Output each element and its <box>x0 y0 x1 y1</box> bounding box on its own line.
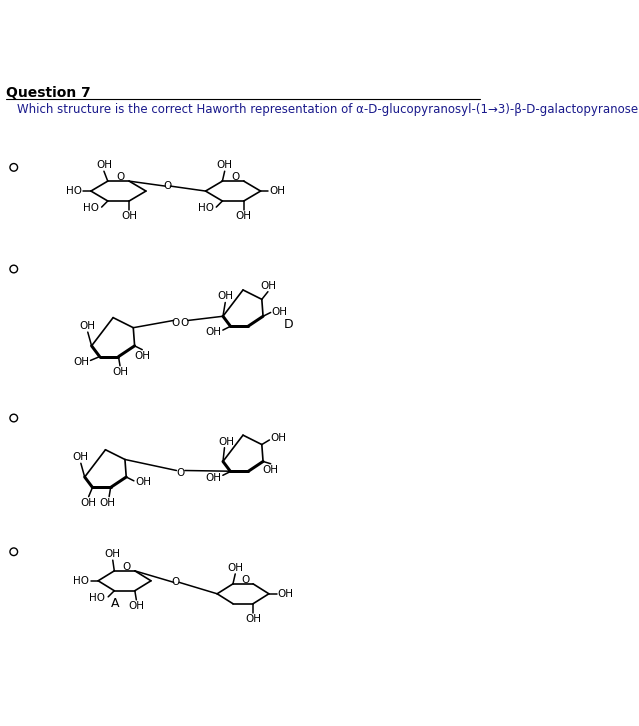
Text: OH: OH <box>100 498 116 507</box>
Text: OH: OH <box>80 321 96 331</box>
Text: OH: OH <box>245 614 261 624</box>
Text: OH: OH <box>112 367 128 377</box>
Text: O: O <box>180 318 189 327</box>
Text: OH: OH <box>271 433 287 444</box>
Text: OH: OH <box>206 327 222 338</box>
Text: OH: OH <box>219 436 235 446</box>
Text: OH: OH <box>217 160 233 170</box>
Text: HO: HO <box>89 592 105 603</box>
Text: OH: OH <box>73 357 89 367</box>
Text: OH: OH <box>135 478 151 487</box>
Text: OH: OH <box>217 291 233 301</box>
Text: OH: OH <box>73 452 89 462</box>
Text: Which structure is the correct Haworth representation of α-D-glucopyranosyl-(1→3: Which structure is the correct Haworth r… <box>17 103 639 115</box>
Text: OH: OH <box>206 473 222 483</box>
Text: OH: OH <box>128 601 144 611</box>
Text: OH: OH <box>236 211 252 221</box>
Text: OH: OH <box>263 465 279 475</box>
Text: OH: OH <box>105 549 121 559</box>
Text: OH: OH <box>134 351 150 361</box>
Text: OH: OH <box>270 186 286 196</box>
Text: O: O <box>172 318 180 327</box>
Text: O: O <box>241 575 249 585</box>
Text: OH: OH <box>227 563 243 573</box>
Text: HO: HO <box>73 576 89 586</box>
Text: OH: OH <box>96 160 112 170</box>
Text: OH: OH <box>81 498 96 507</box>
Text: O: O <box>172 577 180 587</box>
Text: OH: OH <box>121 211 137 221</box>
Text: Question 7: Question 7 <box>6 86 91 100</box>
Text: OH: OH <box>260 280 276 290</box>
Text: O: O <box>116 172 125 182</box>
Text: O: O <box>123 562 131 572</box>
Text: OH: OH <box>272 307 288 317</box>
Text: OH: OH <box>278 589 294 599</box>
Text: O: O <box>231 172 240 182</box>
Text: D: D <box>284 317 294 330</box>
Text: HO: HO <box>197 203 213 213</box>
Text: HO: HO <box>66 186 82 196</box>
Text: O: O <box>163 181 171 191</box>
Text: O: O <box>176 468 185 478</box>
Text: HO: HO <box>83 203 99 213</box>
Text: A: A <box>111 597 119 611</box>
